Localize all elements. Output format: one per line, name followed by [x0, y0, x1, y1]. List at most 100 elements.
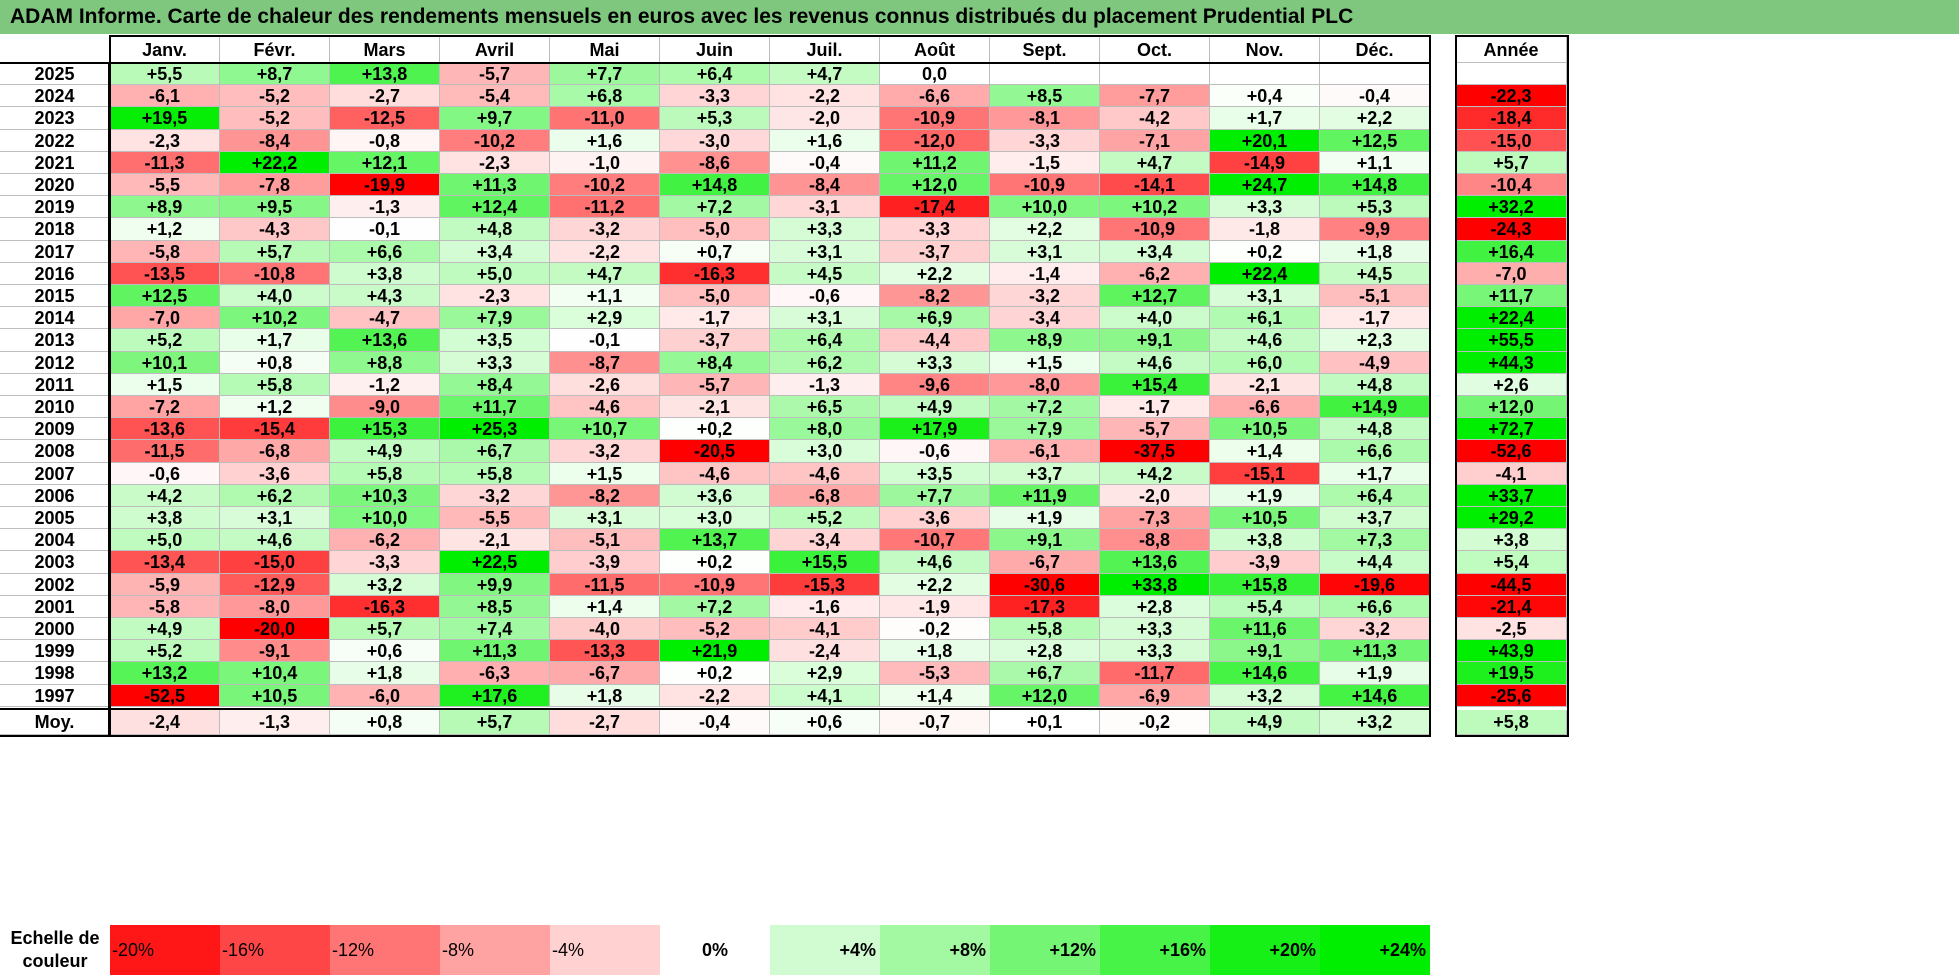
heatmap-cell: -15,3: [770, 573, 880, 596]
heatmap-cell: +3,1: [220, 507, 330, 530]
heatmap-cell: +11,3: [440, 174, 550, 197]
annual-cell: +29,2: [1456, 507, 1567, 530]
heatmap-cell: +12,7: [1100, 285, 1210, 308]
heatmap-cell: +14,6: [1210, 662, 1320, 685]
heatmap-cell: +0,2: [660, 551, 770, 574]
heatmap-cell: +9,1: [1100, 329, 1210, 352]
heatmap-cell: +2,8: [990, 640, 1100, 663]
heatmap-cell: -5,0: [660, 285, 770, 308]
scale-swatch: +12%: [990, 925, 1100, 975]
heatmap-cell: +4,0: [220, 285, 330, 308]
heatmap-cell: +5,8: [440, 462, 550, 485]
heatmap-cell: -5,5: [440, 507, 550, 530]
heatmap-cell: +1,2: [110, 218, 220, 241]
heatmap-cell: +4,8: [1320, 418, 1430, 441]
heatmap-cell: -3,4: [990, 307, 1100, 330]
heatmap-cell: -5,7: [1100, 418, 1210, 441]
heatmap-cell: +6,0: [1210, 351, 1320, 374]
annual-cell: +2,6: [1456, 373, 1567, 396]
heatmap-cell: -11,2: [550, 196, 660, 219]
heatmap-cell: +5,0: [110, 529, 220, 552]
heatmap-cell: -2,2: [550, 240, 660, 263]
heatmap-cell: +4,6: [880, 551, 990, 574]
heatmap-cell: +25,3: [440, 418, 550, 441]
annual-cell: +32,2: [1456, 196, 1567, 219]
heatmap-cell: -11,7: [1100, 662, 1210, 685]
annual-cell: +16,4: [1456, 240, 1567, 263]
heatmap-cell: -3,3: [330, 551, 440, 574]
heatmap-cell: +4,6: [1210, 329, 1320, 352]
heatmap-cell: +8,5: [440, 595, 550, 618]
month-header: Févr.: [220, 37, 330, 63]
year-label: 2005: [0, 507, 110, 530]
heatmap-cell: -13,4: [110, 551, 220, 574]
heatmap-cell: -9,9: [1320, 218, 1430, 241]
heatmap-cell: -5,7: [660, 373, 770, 396]
year-label: 2023: [0, 107, 110, 130]
annual-cell: -10,4: [1456, 174, 1567, 197]
heatmap-cell: -8,1: [990, 107, 1100, 130]
heatmap-cell: +9,5: [220, 196, 330, 219]
heatmap-cell: +13,2: [110, 662, 220, 685]
heatmap-cell: +1,4: [880, 684, 990, 707]
heatmap-cell: +1,7: [1210, 107, 1320, 130]
average-cell: -2,4: [110, 709, 220, 735]
heatmap-cell: +1,8: [880, 640, 990, 663]
heatmap-cell: -1,7: [1100, 396, 1210, 419]
heatmap-cell: +5,0: [440, 262, 550, 285]
month-header: Mars: [330, 37, 440, 63]
year-label: 2012: [0, 351, 110, 374]
heatmap-cell: -3,1: [770, 196, 880, 219]
heatmap-cell: +14,9: [1320, 396, 1430, 419]
heatmap-cell: +15,4: [1100, 373, 1210, 396]
heatmap-cell: -4,3: [220, 218, 330, 241]
heatmap-cell: -4,6: [550, 396, 660, 419]
average-cell: +0,1: [990, 709, 1100, 735]
heatmap-cell: +14,8: [1320, 174, 1430, 197]
annual-cell: +11,7: [1456, 285, 1567, 308]
average-cell: +4,9: [1210, 709, 1320, 735]
heatmap-cell: +4,1: [770, 684, 880, 707]
heatmap-cell: -6,1: [110, 85, 220, 108]
heatmap-cell: +1,5: [550, 462, 660, 485]
heatmap-cell: +5,7: [220, 240, 330, 263]
heatmap-cell: -2,6: [550, 373, 660, 396]
annual-cell: -15,0: [1456, 129, 1567, 152]
heatmap-cell: +12,5: [1320, 129, 1430, 152]
heatmap-cell: +6,7: [990, 662, 1100, 685]
heatmap-cell: -20,0: [220, 618, 330, 641]
year-label: 2009: [0, 418, 110, 441]
heatmap-cell: -15,4: [220, 418, 330, 441]
heatmap-cell: -5,7: [440, 63, 550, 86]
month-header: Nov.: [1210, 37, 1320, 63]
heatmap-cell: -11,5: [550, 573, 660, 596]
scale-swatch: -12%: [330, 925, 440, 975]
annual-header: Année: [1456, 37, 1567, 63]
heatmap-cell: +9,7: [440, 107, 550, 130]
header-separator: [0, 62, 1430, 64]
heatmap-cell: -8,8: [1100, 529, 1210, 552]
heatmap-cell: -3,3: [660, 85, 770, 108]
heatmap-cell: -3,7: [880, 240, 990, 263]
annual-cell: -2,5: [1456, 618, 1567, 641]
annual-cell: -22,3: [1456, 85, 1567, 108]
heatmap-cell: -1,3: [770, 373, 880, 396]
heatmap-cell: -4,6: [660, 462, 770, 485]
heatmap-cell: +1,8: [550, 684, 660, 707]
heatmap-cell: +6,9: [880, 307, 990, 330]
average-cell: -2,7: [550, 709, 660, 735]
heatmap-cell: +3,0: [770, 440, 880, 463]
heatmap-cell: -5,9: [110, 573, 220, 596]
heatmap-cell: +2,9: [550, 307, 660, 330]
heatmap-cell: +13,7: [660, 529, 770, 552]
heatmap-cell: +11,9: [990, 484, 1100, 507]
heatmap-cell: +3,2: [1210, 684, 1320, 707]
heatmap-cell: -6,7: [990, 551, 1100, 574]
heatmap-cell: -1,6: [770, 595, 880, 618]
heatmap-cell: -3,4: [770, 529, 880, 552]
scale-label: Echelle de couleur: [0, 927, 110, 973]
heatmap-cell: +3,5: [880, 462, 990, 485]
year-label: 2014: [0, 307, 110, 330]
heatmap-cell: +0,4: [1210, 85, 1320, 108]
heatmap-cell: +11,3: [1320, 640, 1430, 663]
